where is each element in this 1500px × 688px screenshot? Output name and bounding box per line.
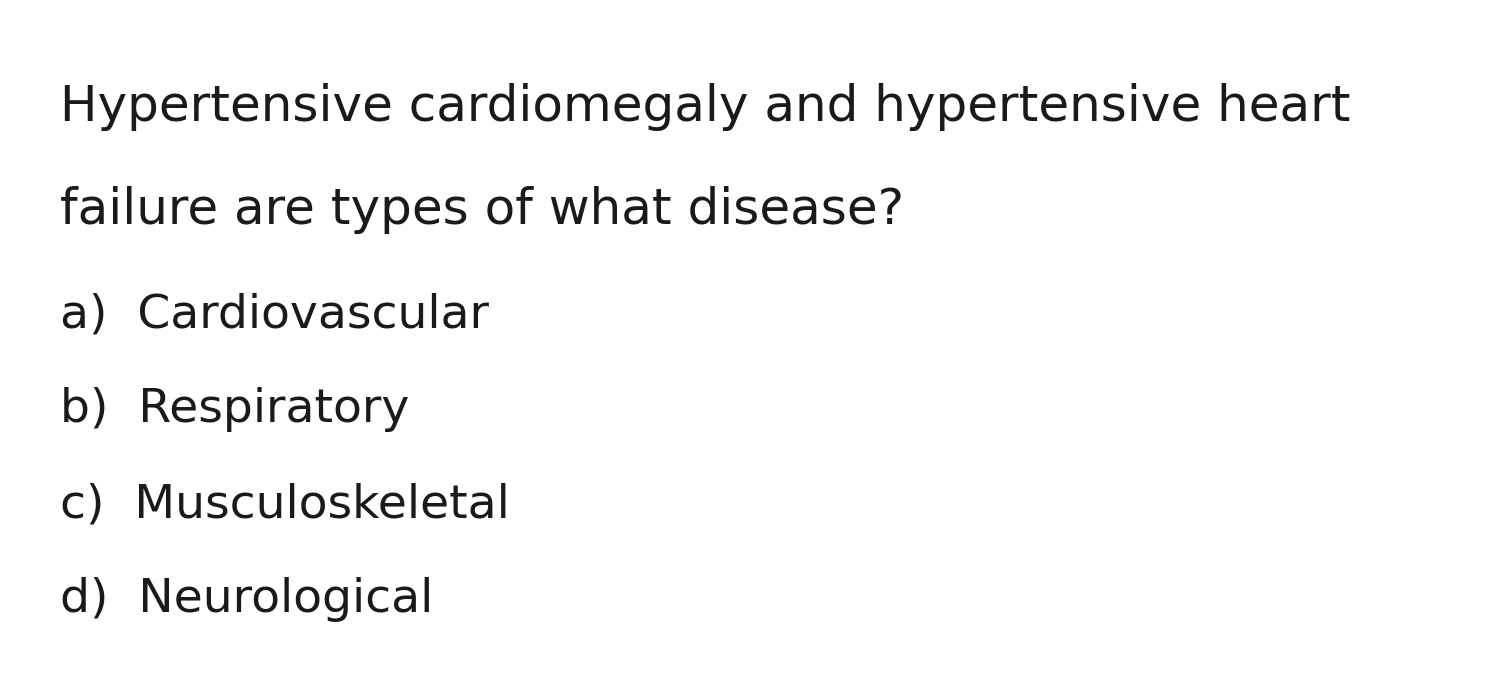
Text: Hypertensive cardiomegaly and hypertensive heart: Hypertensive cardiomegaly and hypertensi… [60,83,1350,131]
Text: c)  Musculoskeletal: c) Musculoskeletal [60,482,510,527]
Text: failure are types of what disease?: failure are types of what disease? [60,186,904,234]
Text: b)  Respiratory: b) Respiratory [60,387,410,432]
Text: a)  Cardiovascular: a) Cardiovascular [60,292,489,337]
Text: d)  Neurological: d) Neurological [60,577,433,622]
